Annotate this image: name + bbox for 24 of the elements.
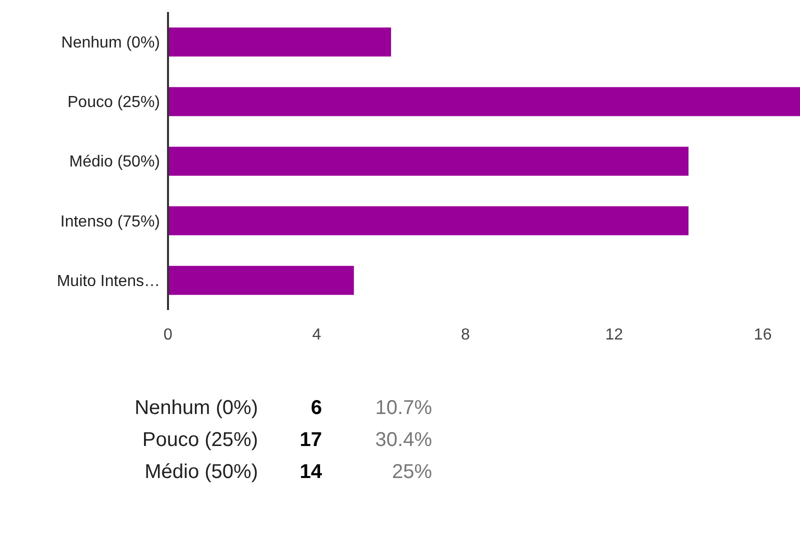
text: 30.4% bbox=[375, 428, 432, 453]
y-tick-label: Muito Intens… bbox=[56, 272, 160, 290]
y-tick-label: Pouco (25%) bbox=[68, 94, 160, 112]
bar bbox=[168, 87, 800, 116]
text: 14 bbox=[300, 460, 322, 485]
y-tick-label: Médio (50%) bbox=[69, 154, 160, 171]
x-tick-label: 4 bbox=[312, 326, 322, 344]
text: 17 bbox=[300, 428, 322, 453]
y-tick-label: Nenhum (0%) bbox=[61, 34, 160, 52]
text: 25% bbox=[392, 460, 432, 485]
text: 6 bbox=[310, 396, 322, 421]
text: Pouco (25%) bbox=[142, 428, 258, 453]
x-tick-label: 12 bbox=[605, 326, 624, 344]
text: Médio (50%) bbox=[144, 460, 258, 485]
bar bbox=[168, 27, 392, 56]
bar bbox=[168, 146, 688, 176]
text: 10.7% bbox=[375, 396, 432, 421]
bar bbox=[168, 206, 688, 236]
text: Nenhum (0%) bbox=[134, 396, 258, 421]
bar bbox=[168, 266, 354, 295]
x-tick-label: 8 bbox=[460, 326, 470, 344]
y-tick-label: Intenso (75%) bbox=[60, 213, 160, 230]
x-tick-label: 0 bbox=[164, 326, 173, 344]
x-tick-label: 16 bbox=[754, 326, 772, 344]
